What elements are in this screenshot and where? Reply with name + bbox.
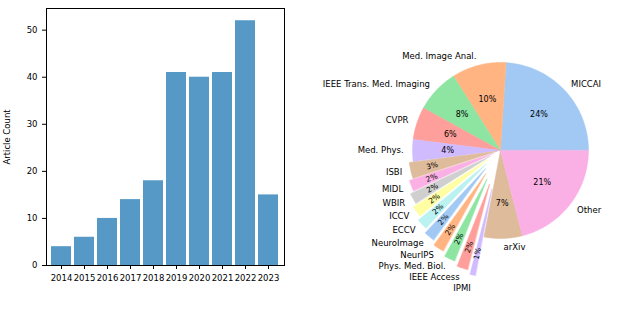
svg-text:7%: 7% xyxy=(496,199,509,208)
svg-text:2020: 2020 xyxy=(189,273,211,283)
svg-text:2023: 2023 xyxy=(258,273,280,283)
svg-text:IPMI: IPMI xyxy=(453,283,470,293)
svg-text:24%: 24% xyxy=(530,110,548,119)
svg-text:IEEE Access: IEEE Access xyxy=(409,272,460,282)
svg-text:8%: 8% xyxy=(456,110,469,119)
svg-text:arXiv: arXiv xyxy=(504,242,526,252)
svg-text:2019: 2019 xyxy=(166,273,188,283)
svg-text:2%: 2% xyxy=(452,232,465,247)
svg-text:40: 40 xyxy=(27,72,38,82)
svg-text:10%: 10% xyxy=(478,95,496,104)
svg-text:3%: 3% xyxy=(425,160,439,171)
svg-text:1%: 1% xyxy=(472,247,483,261)
svg-text:Med. Phys.: Med. Phys. xyxy=(358,145,404,155)
svg-text:CVPR: CVPR xyxy=(386,115,409,125)
svg-text:Article Count: Article Count xyxy=(2,109,12,165)
svg-text:ISBI: ISBI xyxy=(386,167,402,177)
svg-text:2018: 2018 xyxy=(143,273,165,283)
svg-text:10: 10 xyxy=(27,213,38,223)
svg-text:2016: 2016 xyxy=(97,273,119,283)
svg-text:NeurIPS: NeurIPS xyxy=(400,250,434,260)
svg-text:ECCV: ECCV xyxy=(392,225,415,235)
svg-text:WBIR: WBIR xyxy=(383,198,406,208)
svg-text:0: 0 xyxy=(32,260,37,270)
svg-text:4%: 4% xyxy=(441,146,454,155)
svg-text:2%: 2% xyxy=(443,222,458,237)
svg-text:2%: 2% xyxy=(430,201,446,217)
svg-text:30: 30 xyxy=(27,119,38,129)
svg-text:20: 20 xyxy=(27,166,38,176)
svg-text:Med. Image Anal.: Med. Image Anal. xyxy=(402,51,476,61)
svg-text:IEEE Trans. Med. Imaging: IEEE Trans. Med. Imaging xyxy=(323,79,430,89)
svg-text:21%: 21% xyxy=(533,178,551,187)
svg-text:2014: 2014 xyxy=(51,273,73,283)
svg-text:2%: 2% xyxy=(424,171,439,184)
svg-text:2%: 2% xyxy=(426,191,442,206)
svg-text:ICCV: ICCV xyxy=(389,211,409,221)
svg-text:MICCAI: MICCAI xyxy=(571,79,601,89)
svg-text:2017: 2017 xyxy=(120,273,142,283)
svg-text:Phys. Med. Biol.: Phys. Med. Biol. xyxy=(379,261,446,271)
svg-text:2%: 2% xyxy=(425,181,440,195)
svg-text:2022: 2022 xyxy=(235,273,257,283)
svg-text:MIDL: MIDL xyxy=(382,184,403,194)
svg-text:2%: 2% xyxy=(435,212,451,228)
svg-text:6%: 6% xyxy=(444,130,457,139)
svg-text:2021: 2021 xyxy=(212,273,234,283)
svg-text:50: 50 xyxy=(27,25,38,35)
svg-text:2%: 2% xyxy=(462,240,476,255)
svg-text:NeuroImage: NeuroImage xyxy=(372,238,424,248)
svg-text:2015: 2015 xyxy=(74,273,96,283)
svg-text:Other: Other xyxy=(577,205,602,215)
